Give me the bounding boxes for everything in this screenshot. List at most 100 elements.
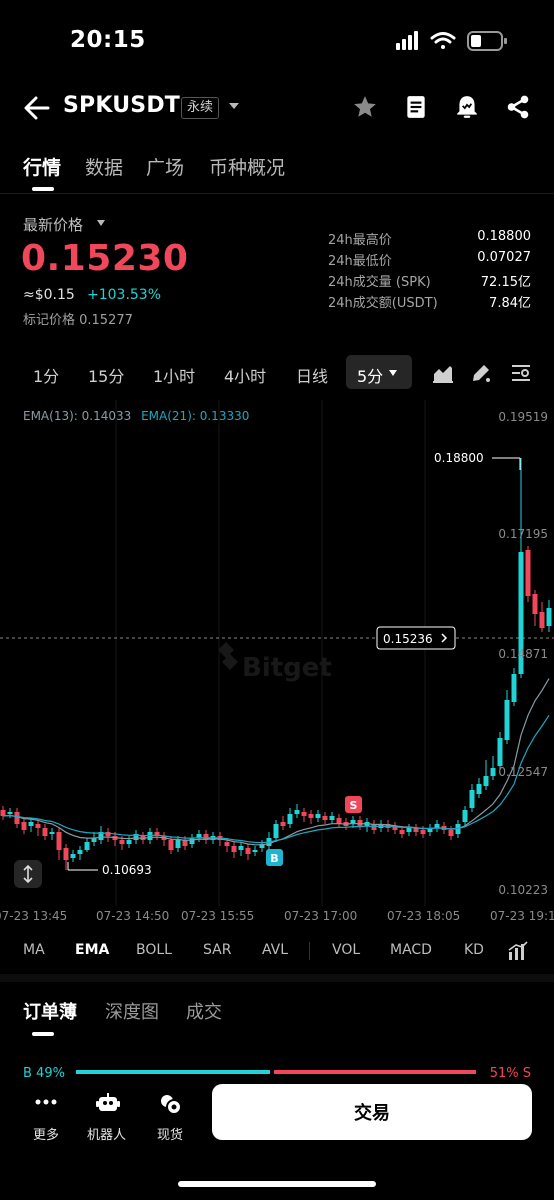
x-tick-label: 07-23 13:45 [0, 909, 67, 923]
wifi-icon [430, 32, 456, 49]
indicator-boll[interactable]: BOLL [136, 942, 172, 958]
candle [56, 828, 62, 860]
candle [525, 546, 531, 602]
stat-label-24h-volume: 24h成交量 (SPK) [328, 275, 431, 290]
chart-type-icon[interactable] [432, 362, 454, 384]
candle [406, 824, 412, 836]
tab-data[interactable]: 数据 [85, 157, 124, 179]
robot-icon[interactable] [95, 1092, 121, 1116]
chevron-down-icon[interactable] [389, 370, 397, 376]
latest-price-label[interactable]: 最新价格 [23, 216, 84, 234]
chart-expand-button [14, 860, 42, 888]
candle [294, 804, 300, 818]
svg-text:Bitget: Bitget [242, 653, 332, 683]
indicator-sar[interactable]: SAR [203, 942, 232, 958]
spot-coins-icon[interactable] [158, 1092, 184, 1116]
candle [301, 808, 307, 822]
candle [308, 810, 314, 824]
candle [98, 826, 104, 844]
indicator-ema[interactable]: EMA [75, 942, 110, 958]
y-tick-label: 0.17195 [498, 527, 548, 541]
candle [189, 834, 195, 848]
draw-tool-icon[interactable] [470, 362, 492, 384]
candle [322, 812, 328, 824]
indicator-avl[interactable]: AVL [262, 942, 289, 958]
candle [35, 820, 41, 836]
candle [133, 830, 139, 844]
indicator-divider [309, 942, 310, 960]
active-tab-indicator [32, 1032, 54, 1036]
interval-5m-selector[interactable] [346, 355, 412, 389]
tab-depth-chart[interactable]: 深度图 [105, 1002, 159, 1023]
symbol-title[interactable]: SPKUSDT [63, 93, 181, 118]
y-tick-label: 0.14871 [498, 647, 548, 661]
bot-label[interactable]: 机器人 [87, 1128, 127, 1143]
chart-settings-icon[interactable] [510, 362, 532, 384]
candle [273, 820, 279, 842]
spot-label[interactable]: 现货 [157, 1128, 184, 1143]
indicator-vol[interactable]: VOL [332, 942, 361, 958]
y-tick-label: 0.19519 [498, 410, 548, 424]
favorite-star-icon[interactable] [352, 94, 378, 120]
more-icon[interactable] [33, 1092, 59, 1116]
candle [245, 844, 251, 860]
interval-5m[interactable]: 5分 [357, 367, 384, 386]
candle [84, 838, 90, 852]
candlestick-chart[interactable]: Bitget 0.18800 0.10693 B S 0.15236 0.195… [0, 400, 554, 930]
indicator-ma[interactable]: MA [23, 942, 45, 958]
candle [147, 828, 153, 844]
chevron-down-icon[interactable] [97, 220, 105, 226]
x-tick-label: 07-23 14:50 [96, 909, 169, 923]
current-price-tag: 0.15236 [376, 626, 456, 650]
interval-15m[interactable]: 15分 [88, 367, 125, 386]
back-arrow-icon[interactable] [22, 94, 52, 122]
candle [497, 732, 503, 770]
tab-square[interactable]: 广场 [146, 157, 185, 179]
indicator-fade [481, 936, 507, 966]
tab-order-book[interactable]: 订单薄 [23, 1002, 77, 1023]
candle [511, 668, 517, 706]
tab-coin-overview[interactable]: 币种概况 [209, 157, 286, 179]
more-label[interactable]: 更多 [33, 1128, 60, 1143]
trade-button[interactable]: 交易 [212, 1084, 532, 1140]
x-tick-label: 07-23 18:05 [387, 909, 460, 923]
candle [91, 832, 97, 846]
sell-ratio-label: 51% S [489, 1066, 531, 1081]
candle [77, 846, 83, 860]
candle [252, 846, 258, 856]
tab-market[interactable]: 行情 [23, 157, 62, 179]
interval-1h[interactable]: 1小时 [153, 367, 196, 386]
candle [476, 778, 482, 798]
candle [266, 832, 272, 850]
tab-trades[interactable]: 成交 [186, 1002, 222, 1023]
buy-ratio-bar [76, 1070, 270, 1074]
mark-price: 标记价格 0.15277 [23, 313, 133, 328]
usd-approx-price: ≈$0.15 [23, 287, 75, 303]
svg-text:B: B [270, 852, 278, 865]
candle [259, 840, 265, 852]
divider [0, 193, 554, 194]
candle [287, 808, 293, 828]
indicator-kd[interactable]: KD [464, 942, 484, 958]
candle [280, 816, 286, 830]
interval-1m[interactable]: 1分 [33, 367, 60, 386]
home-indicator [178, 1181, 376, 1187]
candle [175, 836, 181, 852]
status-icons [396, 31, 507, 51]
battery-icon [467, 31, 507, 51]
candle [490, 756, 496, 780]
svg-text:0.15236: 0.15236 [383, 632, 433, 646]
chevron-down-icon[interactable] [229, 102, 239, 110]
share-icon[interactable] [505, 94, 531, 120]
stat-label-24h-turnover: 24h成交额(USDT) [328, 296, 438, 311]
indicator-macd[interactable]: MACD [390, 942, 432, 958]
sell-marker: S [345, 796, 362, 813]
indicator-settings-icon[interactable] [507, 940, 529, 962]
interval-4h[interactable]: 4小时 [224, 367, 267, 386]
notebook-icon[interactable] [403, 94, 429, 120]
candle [518, 458, 524, 678]
stat-value-24h-high: 0.18800 [477, 229, 531, 244]
price-alert-bell-icon[interactable] [454, 94, 480, 120]
interval-1d[interactable]: 日线 [296, 367, 329, 386]
change-percent: +103.53% [87, 287, 162, 303]
